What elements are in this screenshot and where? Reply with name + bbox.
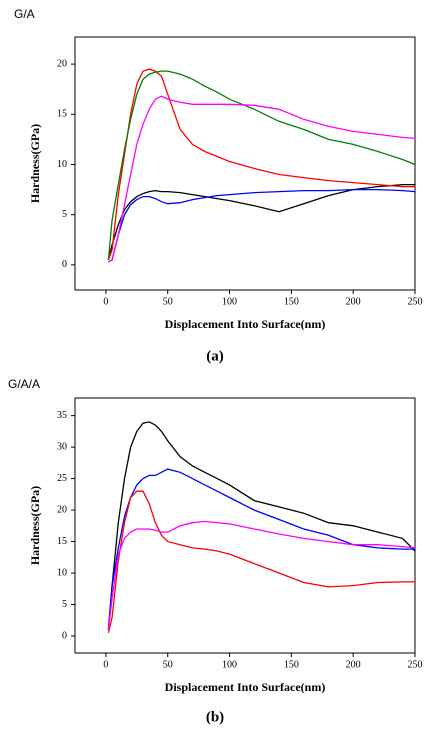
x-tick-label: 100 [222,659,237,670]
y-tick-label: 20 [57,58,67,69]
data-line [107,468,415,630]
x-tick-label: 150 [284,659,299,670]
x-tick-label: 200 [346,659,361,670]
chart-title: G/A/A [8,377,40,391]
x-tick-label: 250 [408,659,423,670]
caption: (b) [206,709,224,725]
x-tick-label: 150 [284,296,299,307]
caption: (a) [206,348,224,364]
chart-title: G/A [14,7,35,21]
x-tick-label: 50 [163,296,173,307]
y-tick-label: 30 [57,441,67,452]
y-tick-label: 5 [62,209,67,220]
y-tick-label: 20 [57,504,67,515]
y-tick-label: 15 [57,109,67,120]
y-tick-label: 5 [62,599,67,610]
y-axis-label: Hardness(GPa) [28,124,42,203]
x-axis-label: Displacement Into Surface(nm) [165,680,326,694]
data-line [107,520,416,630]
x-tick-label: 250 [408,296,423,307]
data-line [107,490,415,634]
y-tick-label: 0 [62,259,67,270]
y-tick-label: 10 [57,567,67,578]
x-tick-label: 0 [103,659,108,670]
data-line [107,70,416,260]
data-line [107,183,415,261]
y-tick-label: 15 [57,536,67,547]
x-axis-label: Displacement Into Surface(nm) [165,317,326,331]
data-line [107,421,416,630]
y-tick-label: 0 [62,630,67,641]
y-axis-label: Hardness(GPa) [28,486,42,565]
x-tick-label: 200 [346,296,361,307]
y-tick-label: 25 [57,473,67,484]
y-tick-label: 10 [57,159,67,170]
data-line [108,95,416,263]
plot-frame [74,397,416,654]
x-tick-label: 0 [103,296,108,307]
y-tick-label: 35 [57,410,67,421]
data-line [107,68,415,261]
data-line [108,188,416,263]
x-tick-label: 50 [163,659,173,670]
plot-frame [74,36,416,291]
x-tick-label: 100 [222,296,237,307]
